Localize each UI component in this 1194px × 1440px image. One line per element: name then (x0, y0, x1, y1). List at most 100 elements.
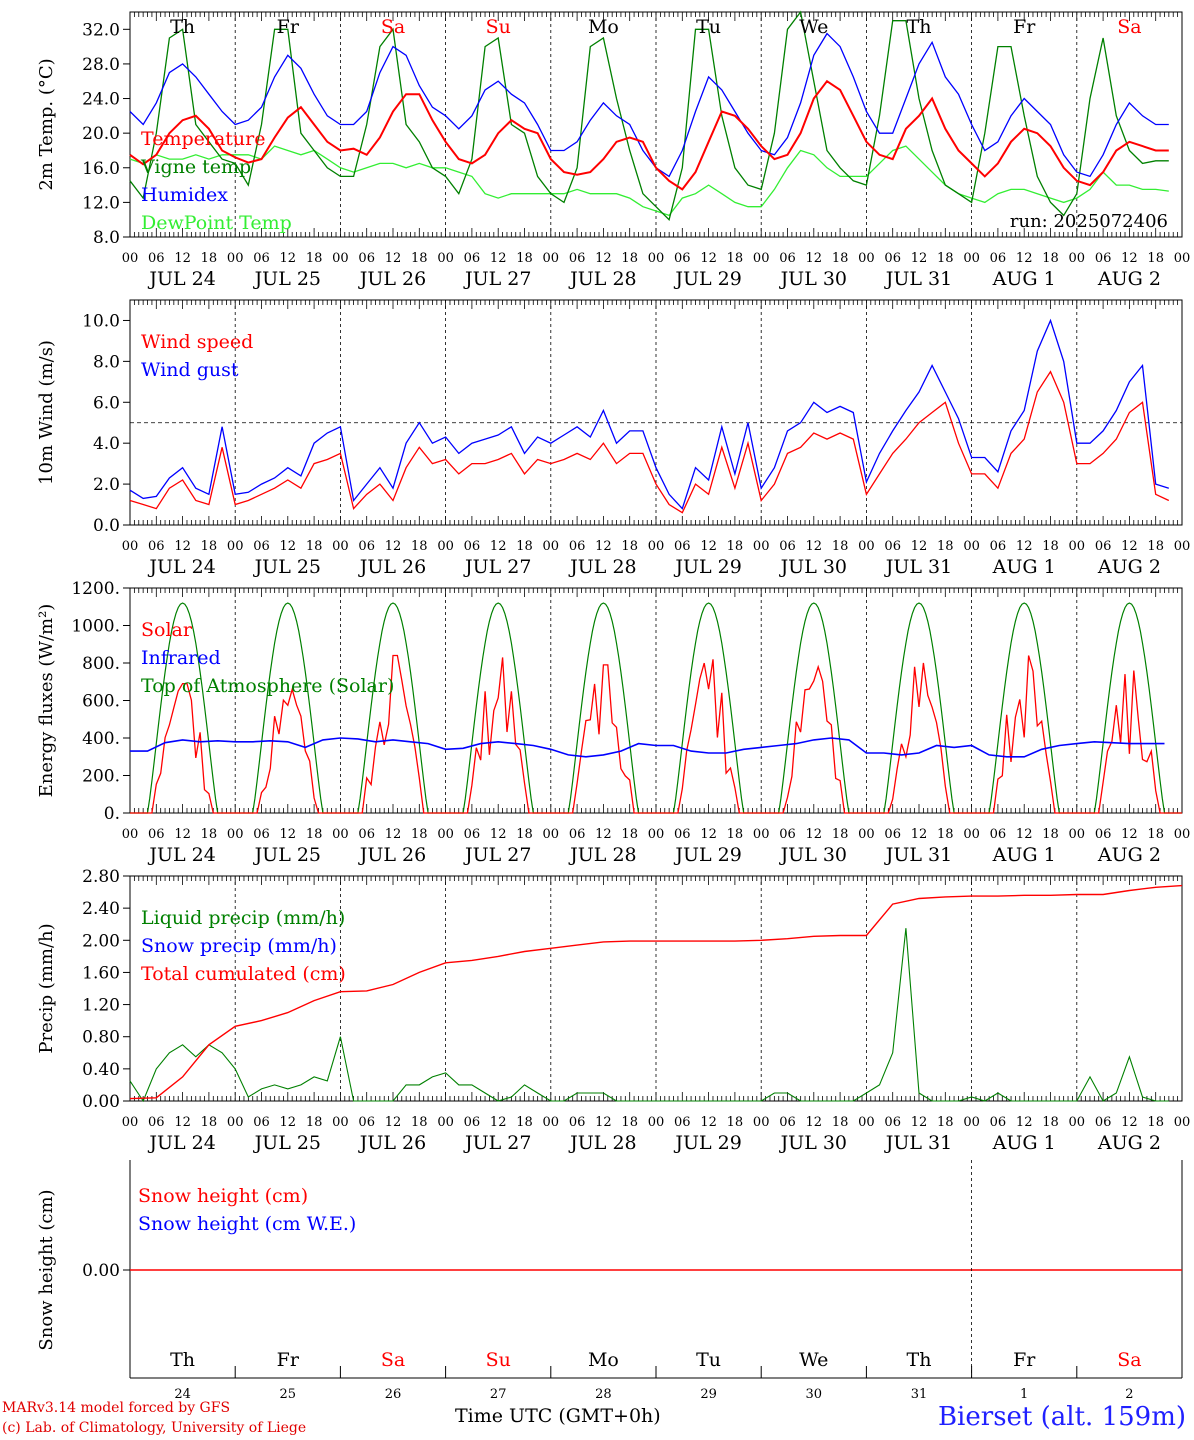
hour-tick-label: 18 (727, 539, 744, 554)
hour-tick-label: 12 (806, 1115, 823, 1130)
date-label: JUL 24 (147, 1132, 215, 1154)
hour-tick-label: 00 (1174, 539, 1191, 554)
date-label: JUL 30 (779, 1132, 847, 1154)
hour-tick-label: 06 (884, 1115, 901, 1130)
date-label: JUL 24 (147, 556, 215, 578)
hour-tick-label: 06 (779, 827, 796, 842)
date-label: JUL 26 (358, 844, 426, 866)
hour-tick-label: 00 (753, 827, 770, 842)
series-line-temperature (129, 79, 1169, 191)
hour-tick-label: 12 (280, 251, 297, 266)
hour-tick-label: 06 (148, 1115, 165, 1130)
hour-tick-label: 00 (332, 1115, 349, 1130)
hour-tick-label: 00 (648, 251, 665, 266)
hour-tick-label: 06 (990, 827, 1007, 842)
hour-tick-label: 12 (911, 827, 928, 842)
day-number-label: 26 (385, 1387, 402, 1402)
hour-tick-label: 18 (727, 1115, 744, 1130)
hour-tick-label: 12 (911, 251, 928, 266)
panel-3-frame (129, 587, 1183, 814)
weekday-label: Sa (1117, 16, 1141, 38)
hour-tick-label: 12 (700, 539, 717, 554)
hour-tick-label: 18 (411, 827, 428, 842)
weekday-label: Sa (1117, 1349, 1141, 1371)
date-label: JUL 28 (568, 268, 636, 290)
date-label: JUL 29 (673, 268, 741, 290)
series-line-wind-gust (129, 318, 1169, 510)
hour-tick-label: 00 (122, 1115, 139, 1130)
hour-tick-label: 00 (858, 1115, 875, 1130)
date-label: JUL 26 (358, 268, 426, 290)
hour-tick-label: 00 (963, 827, 980, 842)
hour-tick-label: 00 (1174, 827, 1191, 842)
weekday-label: Tu (696, 16, 721, 38)
date-label: JUL 31 (884, 844, 952, 866)
hour-tick-label: 06 (779, 539, 796, 554)
hour-tick-label: 06 (569, 827, 586, 842)
hour-tick-label: 06 (990, 251, 1007, 266)
hour-tick-label: 18 (201, 539, 218, 554)
hour-tick-label: 06 (358, 1115, 375, 1130)
date-label: AUG 2 (1097, 844, 1161, 866)
hour-tick-label: 18 (832, 539, 849, 554)
panel-5-ylabel: Snow height (cm) (36, 1189, 57, 1350)
hour-tick-label: 00 (437, 539, 454, 554)
hour-tick-label: 06 (253, 539, 270, 554)
day-number-label: 27 (490, 1387, 507, 1402)
model-credit: MARv3.14 model forced by GFS (2, 1400, 231, 1416)
day-number-label: 1 (1020, 1387, 1028, 1402)
weekday-label: Su (486, 1349, 511, 1371)
hour-tick-label: 18 (727, 827, 744, 842)
hour-tick-label: 12 (490, 827, 507, 842)
hour-tick-label: 06 (674, 827, 691, 842)
y-tick-label: 1.60 (82, 963, 120, 983)
series-line-infrared (130, 737, 1165, 758)
legend-liquid-precip-mm-h-: Liquid precip (mm/h) (141, 907, 345, 929)
hour-tick-label: 12 (280, 1115, 297, 1130)
date-label: AUG 2 (1097, 1132, 1161, 1154)
hour-tick-label: 12 (700, 827, 717, 842)
hour-tick-label: 06 (464, 539, 481, 554)
y-tick-label: 32.0 (82, 20, 120, 40)
date-label: JUL 25 (253, 556, 321, 578)
hour-tick-label: 00 (753, 539, 770, 554)
weekday-label: Fr (1013, 1349, 1036, 1371)
y-tick-label: 20.0 (82, 124, 120, 144)
hour-tick-label: 12 (385, 827, 402, 842)
hour-tick-label: 06 (569, 1115, 586, 1130)
weekday-label: We (799, 1349, 828, 1371)
hour-tick-label: 00 (437, 827, 454, 842)
hour-tick-label: 00 (543, 827, 560, 842)
y-tick-label: 800. (82, 654, 120, 674)
hour-tick-label: 06 (779, 1115, 796, 1130)
hour-tick-label: 12 (174, 1115, 191, 1130)
hour-tick-label: 00 (1174, 1115, 1191, 1130)
series-line-solar (130, 654, 1182, 814)
hour-tick-label: 12 (806, 539, 823, 554)
day-number-label: 24 (174, 1387, 191, 1402)
hour-tick-label: 12 (911, 1115, 928, 1130)
hour-tick-label: 00 (332, 827, 349, 842)
hour-tick-label: 12 (700, 251, 717, 266)
hour-tick-label: 00 (437, 1115, 454, 1130)
weekday-label: Fr (277, 16, 300, 38)
legend-humidex: Humidex (141, 184, 228, 206)
hour-tick-label: 06 (464, 827, 481, 842)
weekday-label: Tu (696, 1349, 721, 1371)
hour-tick-label: 00 (963, 251, 980, 266)
hour-tick-label: 12 (385, 539, 402, 554)
hour-tick-label: 12 (1016, 1115, 1033, 1130)
y-tick-label: 2.00 (82, 931, 120, 951)
date-label: JUL 28 (568, 556, 636, 578)
run-label: run: 2025072406 (1010, 211, 1168, 232)
legend-solar: Solar (141, 619, 193, 641)
date-label: JUL 27 (463, 268, 531, 290)
date-label: AUG 2 (1097, 556, 1161, 578)
hour-tick-label: 06 (358, 539, 375, 554)
date-label: AUG 2 (1097, 268, 1161, 290)
hour-tick-label: 18 (516, 251, 533, 266)
date-label: JUL 28 (568, 844, 636, 866)
y-tick-label: 0.80 (82, 1028, 120, 1048)
legend-dewpoint-temp: DewPoint Temp (141, 212, 292, 234)
